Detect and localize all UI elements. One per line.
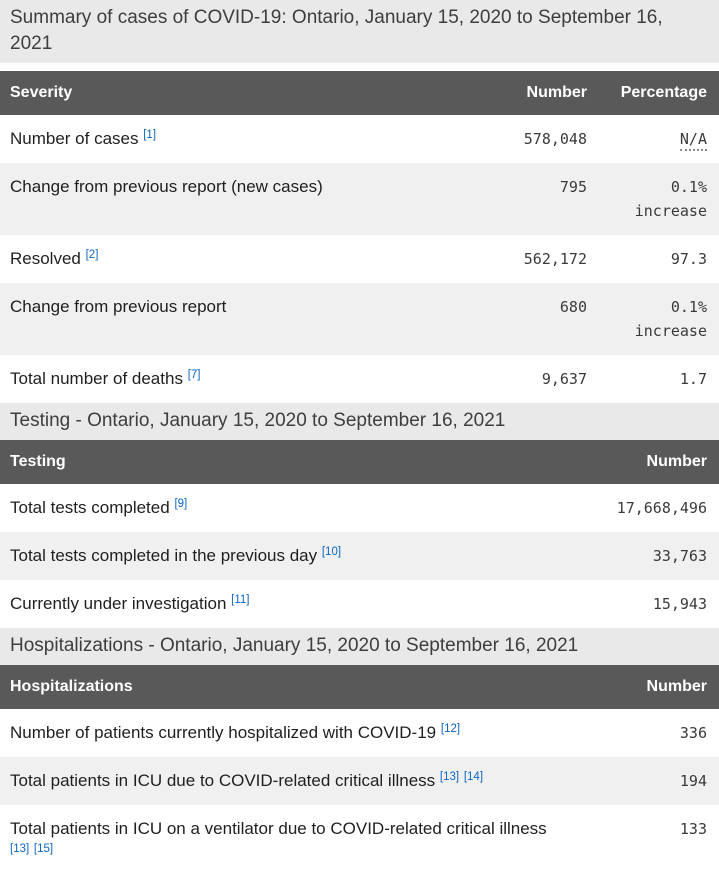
footnote-link[interactable]: [12]	[440, 723, 461, 735]
hospitalizations-section: Hospitalizations - Ontario, January 15, …	[0, 628, 719, 877]
table-row: Total patients in ICU due to COVID-relat…	[0, 757, 719, 805]
hospitalizations-header-row: Hospitalizations Number	[0, 665, 719, 709]
row-label: Number of patients currently hospitalize…	[10, 723, 461, 742]
column-header-number: Number	[489, 71, 599, 115]
row-label: Total patients in ICU due to COVID-relat…	[10, 771, 484, 790]
number-value: 336	[679, 724, 707, 742]
number-value: 9,637	[541, 370, 587, 388]
footnote-superscript: [14]	[464, 771, 483, 783]
footnote-link[interactable]: [7]	[187, 369, 201, 381]
percentage-value: 0.1% increase	[634, 298, 707, 340]
number-value: 578,048	[523, 130, 587, 148]
footnote-link[interactable]: [9]	[174, 498, 188, 510]
table-row: Change from previous report (new cases) 7…	[0, 163, 719, 235]
column-header-hospitalizations: Hospitalizations	[0, 665, 569, 709]
table-row: Total patients in ICU on a ventilator du…	[0, 805, 719, 877]
footnote-superscript: [12]	[441, 723, 460, 735]
row-label: Change from previous report (new cases)	[10, 177, 323, 196]
number-value: 194	[679, 772, 707, 790]
table-row: Total tests completed in the previous da…	[0, 532, 719, 580]
table-row: Change from previous report 680 0.1% incre…	[0, 283, 719, 355]
table-row: Resolved [2] 562,172 97.3	[0, 235, 719, 283]
row-label: Change from previous report	[10, 297, 227, 316]
footnote-superscript: [2]	[86, 249, 99, 261]
footnote-superscript: [9]	[174, 498, 187, 510]
table-row: Number of patients currently hospitalize…	[0, 709, 719, 757]
footnote-superscript: [13]	[440, 771, 459, 783]
testing-table: Testing Number Total tests completed [9]…	[0, 440, 719, 628]
column-header-number: Number	[569, 440, 719, 484]
number-value: 33,763	[652, 547, 707, 565]
row-label: Total tests completed in the previous da…	[10, 546, 342, 565]
not-applicable-abbr: N/A	[679, 130, 707, 151]
testing-header-row: Testing Number	[0, 440, 719, 484]
percentage-value: N/A	[599, 115, 719, 163]
severity-table: Severity Number Percentage Number of cas…	[0, 71, 719, 403]
footnote-link[interactable]: [2]	[85, 249, 99, 261]
footnote-link[interactable]: [10]	[321, 546, 342, 558]
percentage-value: 1.7	[679, 370, 707, 388]
number-value: 795	[559, 178, 587, 196]
table-row: Number of cases [1] 578,048 N/A	[0, 115, 719, 163]
row-label: Number of cases [1]	[10, 129, 157, 148]
percentage-value: 97.3	[670, 250, 707, 268]
hospitalizations-table: Hospitalizations Number Number of patien…	[0, 665, 719, 877]
footnote-superscript: [1]	[143, 129, 156, 141]
hospitalizations-section-title: Hospitalizations - Ontario, January 15, …	[0, 628, 719, 665]
column-header-testing: Testing	[0, 440, 569, 484]
percentage-value: 0.1% increase	[634, 178, 707, 220]
table-row: Currently under investigation [11] 15,943	[0, 580, 719, 628]
number-value: 562,172	[523, 250, 587, 268]
number-value: 680	[559, 298, 587, 316]
footnote-link[interactable]: [14]	[463, 771, 484, 783]
table-row: Total tests completed [9] 17,668,496	[0, 484, 719, 532]
footnote-superscript: [11]	[231, 594, 249, 606]
severity-section: Summary of cases of COVID-19: Ontario, J…	[0, 0, 719, 403]
severity-header-row: Severity Number Percentage	[0, 71, 719, 115]
number-value: 133	[679, 820, 707, 838]
row-label: Total number of deaths [7]	[10, 369, 201, 388]
testing-section-title: Testing - Ontario, January 15, 2020 to S…	[0, 403, 719, 440]
footnote-superscript: [13]	[10, 843, 29, 855]
row-label: Total tests completed [9]	[10, 498, 188, 517]
footnote-link[interactable]: [11]	[231, 594, 250, 606]
footnote-link[interactable]: [1]	[143, 129, 157, 141]
footnote-link[interactable]: [13]	[10, 843, 30, 855]
column-header-number: Number	[569, 665, 719, 709]
number-value: 15,943	[652, 595, 707, 613]
column-header-percentage: Percentage	[599, 71, 719, 115]
footnote-link[interactable]: [13]	[439, 771, 460, 783]
row-label: Resolved [2]	[10, 249, 99, 268]
footnote-link[interactable]: [15]	[33, 843, 54, 855]
footnote-superscript: [7]	[188, 369, 201, 381]
row-label: Currently under investigation [11]	[10, 594, 250, 613]
footnote-superscript: [10]	[322, 546, 341, 558]
page-title: Summary of cases of COVID-19: Ontario, J…	[0, 0, 719, 63]
number-value: 17,668,496	[616, 499, 707, 517]
row-label: Total patients in ICU on a ventilator du…	[10, 819, 547, 855]
column-header-severity: Severity	[0, 71, 489, 115]
testing-section: Testing - Ontario, January 15, 2020 to S…	[0, 403, 719, 628]
footnote-superscript: [15]	[34, 843, 53, 855]
table-row: Total number of deaths [7] 9,637 1.7	[0, 355, 719, 403]
